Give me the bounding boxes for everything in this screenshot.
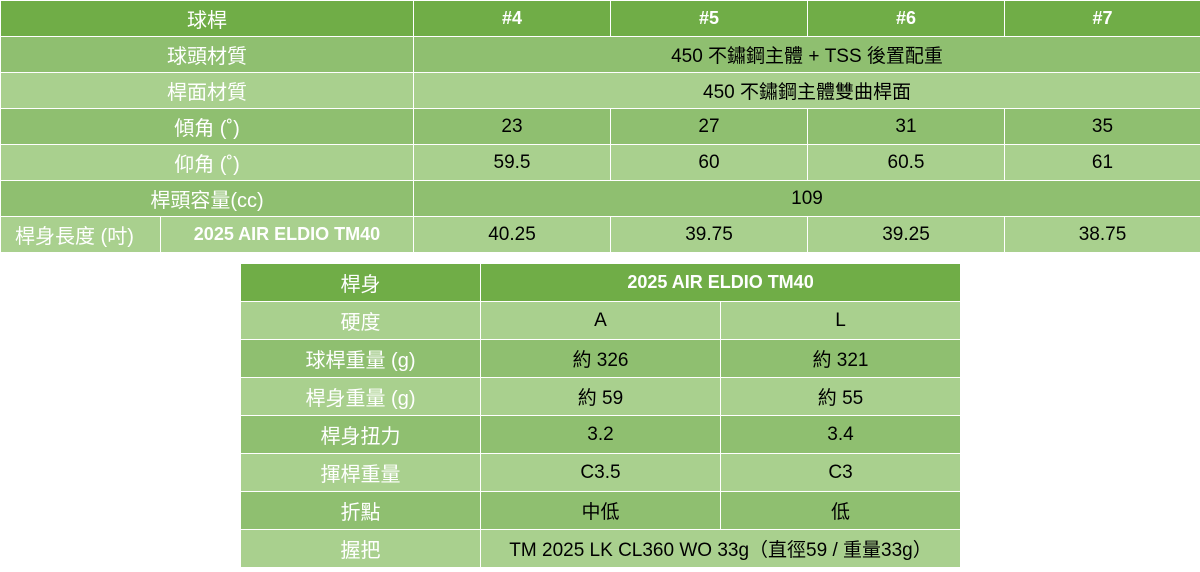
- lie-value: 61: [1004, 144, 1200, 181]
- volume-value: 109: [413, 180, 1200, 217]
- model-4: #4: [413, 0, 611, 37]
- torque-value: 3.2: [480, 415, 721, 454]
- length-shaft-name: 2025 AIR ELDIO TM40: [160, 216, 414, 253]
- grip-row: 握把 TM 2025 LK CL360 WO 33g（直徑59 / 重量33g）: [240, 529, 962, 568]
- shaft-weight-label: 桿身重量 (g): [240, 377, 481, 416]
- swing-weight-label: 揮桿重量: [240, 453, 481, 492]
- torque-value: 3.4: [719, 415, 962, 454]
- shaft-header-value: 2025 AIR ELDIO TM40: [479, 263, 962, 302]
- kick-point-value: 中低: [480, 491, 721, 530]
- length-value: 40.25: [413, 216, 611, 253]
- face-material-label: 桿面材質: [0, 72, 414, 109]
- shaft-weight-value: 約 55: [719, 377, 962, 416]
- head-material-label: 球頭材質: [0, 36, 414, 73]
- length-value: 38.75: [1004, 216, 1200, 253]
- length-value: 39.75: [610, 216, 808, 253]
- shaft-spec-table: 桿身 2025 AIR ELDIO TM40 硬度 A L 球桿重量 (g) 約…: [240, 263, 962, 568]
- swing-weight-value: C3: [719, 453, 962, 492]
- lie-value: 60.5: [807, 144, 1005, 181]
- kick-point-value: 低: [719, 491, 962, 530]
- flex-value: L: [719, 301, 962, 340]
- loft-value: 31: [807, 108, 1005, 145]
- loft-row: 傾角 (˚) 23 27 31 35: [0, 108, 1200, 145]
- flex-row: 硬度 A L: [240, 301, 962, 340]
- lie-value: 59.5: [413, 144, 611, 181]
- shaft-header-row: 桿身 2025 AIR ELDIO TM40: [240, 263, 962, 302]
- shaft-weight-row: 桿身重量 (g) 約 59 約 55: [240, 377, 962, 416]
- loft-value: 27: [610, 108, 808, 145]
- head-material-value: 450 不鏽鋼主體 + TSS 後置配重: [413, 36, 1200, 73]
- loft-label: 傾角 (˚): [0, 108, 414, 145]
- model-6: #6: [807, 0, 1005, 37]
- iron-spec-table: 球桿 #4 #5 #6 #7 球頭材質 450 不鏽鋼主體 + TSS 後置配重…: [0, 0, 1200, 253]
- flex-label: 硬度: [240, 301, 481, 340]
- loft-value: 23: [413, 108, 611, 145]
- lie-label: 仰角 (˚): [0, 144, 414, 181]
- shaft-header-label: 桿身: [240, 263, 481, 302]
- lie-value: 60: [610, 144, 808, 181]
- head-material-row: 球頭材質 450 不鏽鋼主體 + TSS 後置配重: [0, 36, 1200, 73]
- volume-label: 桿頭容量(cc): [0, 180, 414, 217]
- flex-value: A: [480, 301, 721, 340]
- swing-weight-row: 揮桿重量 C3.5 C3: [240, 453, 962, 492]
- model-7: #7: [1004, 0, 1200, 37]
- club-weight-value: 約 326: [480, 339, 721, 378]
- length-row: 桿身長度 (吋) 2025 AIR ELDIO TM40 40.25 39.75…: [0, 216, 1200, 253]
- grip-value: TM 2025 LK CL360 WO 33g（直徑59 / 重量33g）: [479, 529, 962, 568]
- kick-point-row: 折點 中低 低: [240, 491, 962, 530]
- spec-header-row: 球桿 #4 #5 #6 #7: [0, 0, 1200, 37]
- kick-point-label: 折點: [240, 491, 481, 530]
- shaft-weight-value: 約 59: [480, 377, 721, 416]
- face-material-value: 450 不鏽鋼主體雙曲桿面: [413, 72, 1200, 109]
- volume-row: 桿頭容量(cc) 109: [0, 180, 1200, 217]
- club-weight-label: 球桿重量 (g): [240, 339, 481, 378]
- swing-weight-value: C3.5: [480, 453, 721, 492]
- grip-label: 握把: [240, 529, 481, 568]
- lie-row: 仰角 (˚) 59.5 60 60.5 61: [0, 144, 1200, 181]
- loft-value: 35: [1004, 108, 1200, 145]
- club-header-label: 球桿: [0, 0, 414, 37]
- model-5: #5: [610, 0, 808, 37]
- club-weight-value: 約 321: [719, 339, 962, 378]
- torque-label: 桿身扭力: [240, 415, 481, 454]
- length-label: 桿身長度 (吋): [0, 216, 161, 253]
- length-value: 39.25: [807, 216, 1005, 253]
- face-material-row: 桿面材質 450 不鏽鋼主體雙曲桿面: [0, 72, 1200, 109]
- torque-row: 桿身扭力 3.2 3.4: [240, 415, 962, 454]
- club-weight-row: 球桿重量 (g) 約 326 約 321: [240, 339, 962, 378]
